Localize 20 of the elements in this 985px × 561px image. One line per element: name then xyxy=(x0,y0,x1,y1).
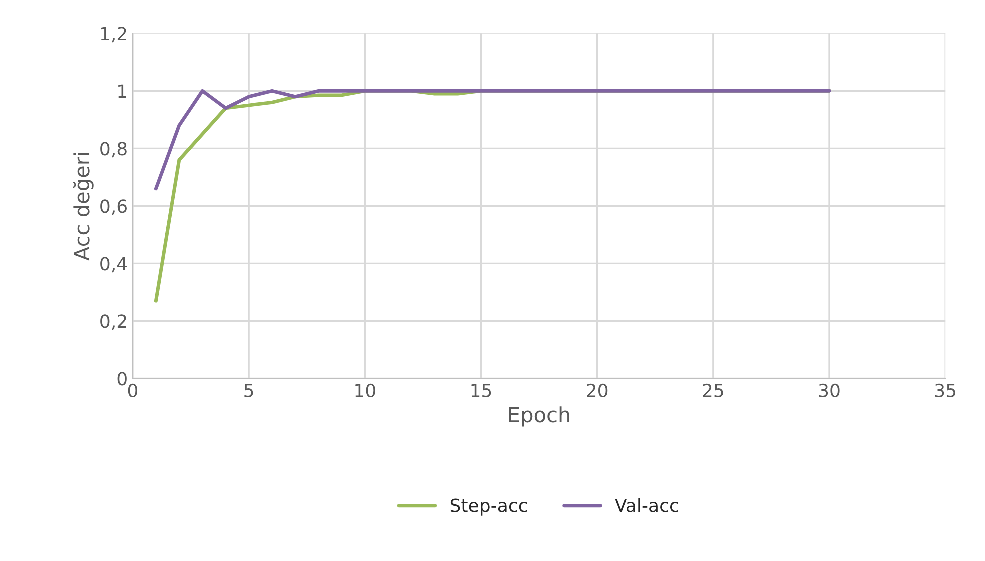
y-tick-label: 0,2 xyxy=(100,314,126,330)
x-axis-title: Epoch xyxy=(509,406,570,427)
y-tick-label: 0,8 xyxy=(100,142,127,158)
x-tick-label: 30 xyxy=(819,384,840,398)
y-tick-label: 1,2 xyxy=(101,27,126,43)
y-tick-label: 1 xyxy=(118,84,126,98)
y-tick-label: 0,6 xyxy=(100,200,127,216)
line-series xyxy=(154,89,832,191)
y-tick-label: 0,4 xyxy=(100,257,128,273)
x-tick-label: 35 xyxy=(935,384,956,398)
legend-label: Val-acc xyxy=(615,498,678,512)
x-tick-label: 25 xyxy=(703,384,724,398)
x-tick-label: 5 xyxy=(244,384,254,398)
legend-label: Step-acc xyxy=(450,498,528,516)
x-tick-label: 15 xyxy=(472,384,492,398)
y-tick-label: 0 xyxy=(118,372,127,386)
y-axis-title: Acc değeri xyxy=(73,153,94,261)
x-tick-label: 0 xyxy=(128,384,138,398)
x-tick-label: 20 xyxy=(587,384,608,398)
x-tick-label: 10 xyxy=(356,384,376,398)
